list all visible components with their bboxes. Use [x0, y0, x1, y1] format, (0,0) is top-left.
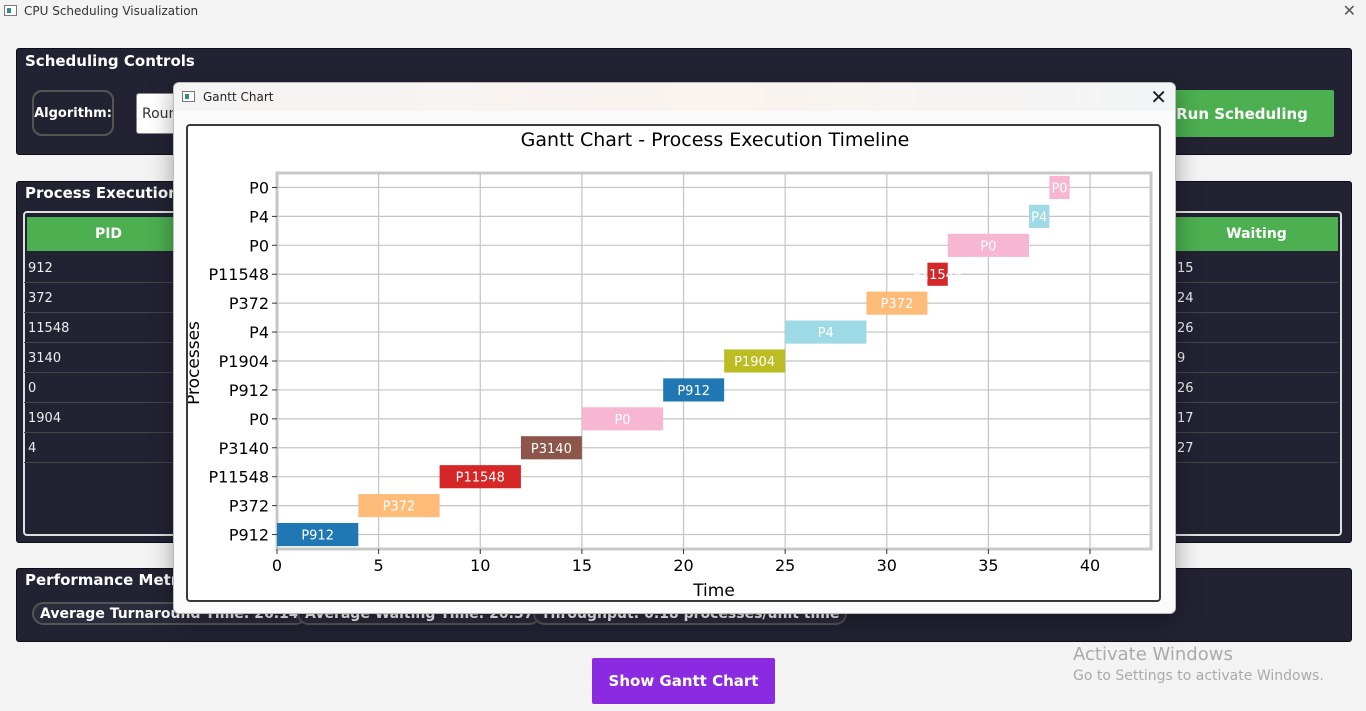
y-tick-label: P912 — [229, 381, 269, 400]
gantt-bar-label: P11548 — [456, 471, 505, 486]
pid-cell[interactable]: 1904 — [24, 403, 174, 433]
dialog-titlebar[interactable]: Gantt Chart ✕ — [174, 83, 1175, 111]
chart-y-axis-label: Processes — [188, 321, 204, 405]
algorithm-label: Algorithm: — [32, 90, 114, 136]
gantt-bar — [581, 407, 664, 431]
y-tick-label: P0 — [249, 178, 269, 197]
y-tick-label: P1904 — [219, 352, 269, 371]
pid-cell[interactable]: 4 — [24, 433, 174, 463]
x-tick-label: 35 — [978, 556, 998, 575]
activation-watermark-title: Activate Windows — [1073, 644, 1233, 665]
dialog-app-icon — [182, 91, 195, 102]
gantt-bar — [358, 494, 440, 518]
waiting-cell[interactable]: 9 — [1173, 343, 1338, 373]
gantt-chart: Gantt Chart - Process Execution Timeline… — [184, 129, 1153, 601]
pid-cell[interactable]: 11548 — [24, 313, 174, 343]
x-tick-label: 30 — [877, 556, 897, 575]
app-icon — [4, 5, 17, 16]
waiting-cell[interactable]: 26 — [1173, 313, 1338, 343]
y-tick-label: P3140 — [219, 439, 269, 458]
y-tick-label: P912 — [229, 526, 269, 545]
x-tick-label: 5 — [374, 556, 384, 575]
gantt-bar — [439, 465, 521, 489]
y-tick-label: P4 — [249, 207, 269, 226]
x-tick-label: 40 — [1080, 556, 1100, 575]
pid-cell[interactable]: 372 — [24, 283, 174, 313]
column-header-waiting[interactable]: Waiting — [1175, 217, 1338, 251]
x-tick-label: 20 — [673, 556, 693, 575]
run-scheduling-button[interactable]: Run Scheduling — [1150, 90, 1334, 137]
waiting-cell[interactable]: 26 — [1173, 373, 1338, 403]
gantt-bar-label: P1904 — [734, 355, 775, 370]
dialog-title: Gantt Chart — [203, 90, 274, 104]
pid-cell[interactable]: 3140 — [24, 343, 174, 373]
y-tick-label: P4 — [249, 323, 269, 342]
window-titlebar: CPU Scheduling Visualization ✕ — [0, 0, 1366, 24]
y-tick-label: P372 — [229, 497, 269, 516]
gantt-bar — [866, 291, 928, 315]
dialog-close-icon[interactable]: ✕ — [1150, 85, 1167, 109]
chart-frame: Gantt Chart - Process Execution Timeline… — [184, 124, 1161, 602]
chart-bars: P912 P372 P11548 P3140 P0 P912 P1904 P4 P372 P115… — [277, 175, 1070, 547]
scheduling-controls-title: Scheduling Controls — [25, 52, 195, 70]
gantt-bar — [785, 320, 867, 344]
waiting-cell[interactable]: 17 — [1173, 403, 1338, 433]
y-tick-label: P11548 — [208, 468, 269, 487]
gantt-bar-label: P912 — [301, 529, 334, 544]
y-tick-label: P0 — [249, 236, 269, 255]
gantt-bar — [1029, 204, 1050, 228]
x-tick-label: 15 — [572, 556, 592, 575]
gantt-bar — [520, 436, 582, 460]
gantt-bar-label: P0 — [614, 413, 630, 428]
y-tick-label: P11548 — [208, 265, 269, 284]
gantt-bar-label: P0 — [1051, 181, 1067, 196]
gantt-bar — [277, 522, 359, 547]
chart-grid — [275, 171, 1153, 551]
y-tick-label: P0 — [249, 410, 269, 429]
waiting-cell[interactable]: 27 — [1173, 433, 1338, 463]
x-tick-label: 10 — [470, 556, 490, 575]
gantt-bar-label: P4 — [818, 326, 834, 341]
gantt-bar-label: P0 — [980, 239, 996, 254]
gantt-bar-label: P372 — [383, 500, 416, 515]
window-close-icon[interactable]: ✕ — [1342, 1, 1356, 20]
gantt-bar-label: P912 — [677, 384, 710, 399]
show-gantt-chart-button[interactable]: Show Gantt Chart — [592, 658, 775, 704]
pid-cell[interactable]: 0 — [24, 373, 174, 403]
chart-title: Gantt Chart - Process Execution Timeline — [521, 129, 910, 151]
chart-ticks: 0 5 10 15 20 25 30 35 40P912P372P11548P3140P0P91… — [208, 178, 1100, 575]
activation-watermark-subtitle: Go to Settings to activate Windows. — [1073, 668, 1324, 684]
gantt-bar — [927, 262, 948, 286]
pid-cell[interactable]: 912 — [24, 253, 174, 283]
column-header-pid[interactable]: PID — [27, 217, 190, 251]
gantt-bar-label: P4 — [1031, 210, 1047, 225]
y-tick-label: P372 — [229, 294, 269, 313]
waiting-cell[interactable]: 24 — [1173, 283, 1338, 313]
chart-x-axis-label: Time — [692, 581, 735, 600]
window-title: CPU Scheduling Visualization — [24, 4, 199, 18]
x-tick-label: 0 — [272, 556, 282, 575]
gantt-bar — [1049, 175, 1070, 200]
gantt-bar-label: P372 — [881, 297, 914, 312]
waiting-cell[interactable]: 15 — [1173, 253, 1338, 283]
x-tick-label: 25 — [775, 556, 795, 575]
gantt-bar — [947, 233, 1030, 257]
gantt-bar-label: P11548 — [913, 268, 962, 283]
performance-metrics-title: Performance Metric — [25, 571, 193, 589]
gantt-bar — [663, 378, 725, 402]
process-execution-title: Process Execution D — [25, 184, 197, 202]
gantt-chart-dialog: Gantt Chart ✕ Gantt Chart - Process Exec… — [173, 82, 1176, 614]
gantt-bar-label: P3140 — [531, 442, 572, 457]
gantt-bar — [724, 349, 786, 373]
